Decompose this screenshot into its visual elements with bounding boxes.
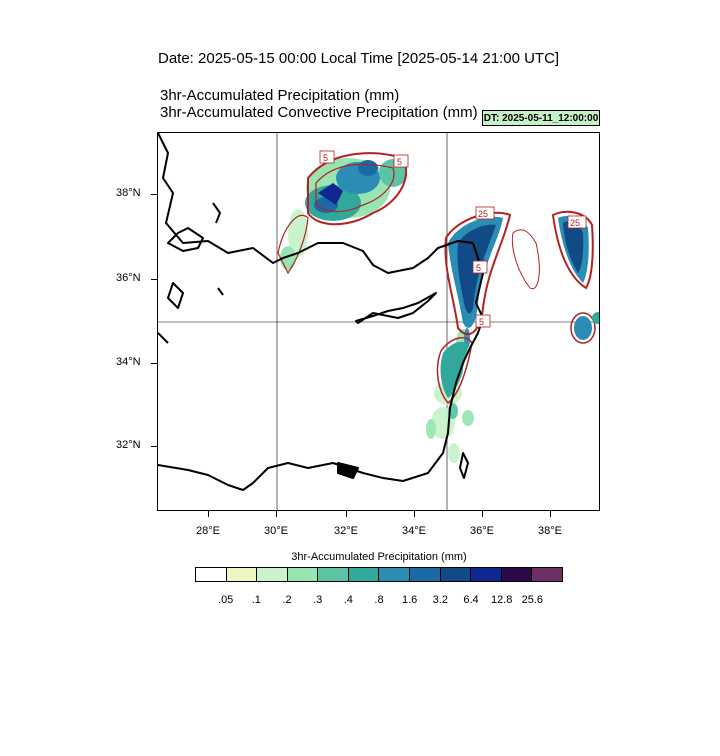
colorbar-cell [471, 568, 502, 581]
contour-label-box [393, 154, 409, 168]
lat-label-36n: 36°N [116, 272, 141, 284]
lon-tick [276, 511, 277, 517]
contour-label-box [475, 314, 491, 328]
colorbar-cell [532, 568, 562, 581]
contour-label: 5 [323, 153, 328, 163]
colorbar-label: .8 [374, 594, 384, 606]
lon-tick [482, 511, 483, 517]
precip-shading-east [551, 210, 599, 344]
contour-label-box [475, 206, 495, 220]
colorbar-label: .2 [282, 594, 292, 606]
contour-label: 5 [397, 157, 402, 167]
lon-tick [346, 511, 347, 517]
contour-labels: 5 25 5 5 25 5 [319, 150, 587, 328]
map-panel: 5 25 5 5 25 5 [157, 132, 600, 511]
contour-label-box [567, 215, 587, 229]
lon-label-30e: 30°E [264, 525, 288, 537]
contour-label-box [472, 260, 488, 274]
date-title: Date: 2025-05-15 00:00 Local Time [2025-… [158, 50, 560, 67]
precip-title: 3hr-Accumulated Precipitation (mm) [160, 87, 400, 104]
colorbar-cell [410, 568, 441, 581]
lon-label-38e: 38°E [538, 525, 562, 537]
lon-label-36e: 36°E [470, 525, 494, 537]
lat-label-38n: 38°N [116, 187, 141, 199]
lon-label-34e: 34°E [402, 525, 426, 537]
lon-label-28e: 28°E [196, 525, 220, 537]
colorbar-cell [226, 568, 258, 581]
convective-precip-title: 3hr-Accumulated Convective Precipitation… [160, 104, 478, 121]
contour-label: 5 [476, 263, 481, 273]
colorbar-cell [440, 568, 472, 581]
colorbar-cell [501, 568, 533, 581]
colorbar-label: 25.6 [521, 594, 544, 606]
colorbar-label: 6.4 [463, 594, 479, 606]
lat-tick [151, 279, 157, 280]
colorbar-cell [287, 568, 319, 581]
colorbar-label: 1.6 [402, 594, 418, 606]
lon-tick [208, 511, 209, 517]
coastlines [158, 133, 484, 491]
colorbar-cell [196, 568, 227, 581]
lat-label-32n: 32°N [116, 439, 141, 451]
lat-tick [151, 194, 157, 195]
colorbar-label: 12.8 [490, 594, 513, 606]
colorbar [195, 567, 563, 582]
lon-label-32e: 32°E [334, 525, 358, 537]
lat-label-34n: 34°N [116, 356, 141, 368]
contour-label: 25 [478, 209, 488, 219]
lat-tick [151, 446, 157, 447]
contour-label: 25 [570, 218, 580, 228]
colorbar-label: .05 [218, 594, 234, 606]
colorbar-label: .1 [251, 594, 261, 606]
colorbar-label: .4 [343, 594, 353, 606]
colorbar-cell [379, 568, 411, 581]
init-time-badge: DT: 2025-05-11_12:00:00 [482, 110, 600, 126]
colorbar-cell [348, 568, 380, 581]
map-canvas: 5 25 5 5 25 5 [158, 133, 599, 510]
lon-tick [550, 511, 551, 517]
contour-label-box [319, 150, 335, 164]
lat-tick [151, 363, 157, 364]
precip-shading-levant-coast [436, 211, 540, 405]
lon-tick [414, 511, 415, 517]
colorbar-label: .3 [313, 594, 323, 606]
precip-shading-anatolia [277, 152, 408, 275]
colorbar-cell [257, 568, 288, 581]
colorbar-cell [318, 568, 349, 581]
contour-label: 5 [479, 317, 484, 327]
colorbar-title: 3hr-Accumulated Precipitation (mm) [291, 551, 467, 563]
colorbar-label: 3.2 [432, 594, 448, 606]
